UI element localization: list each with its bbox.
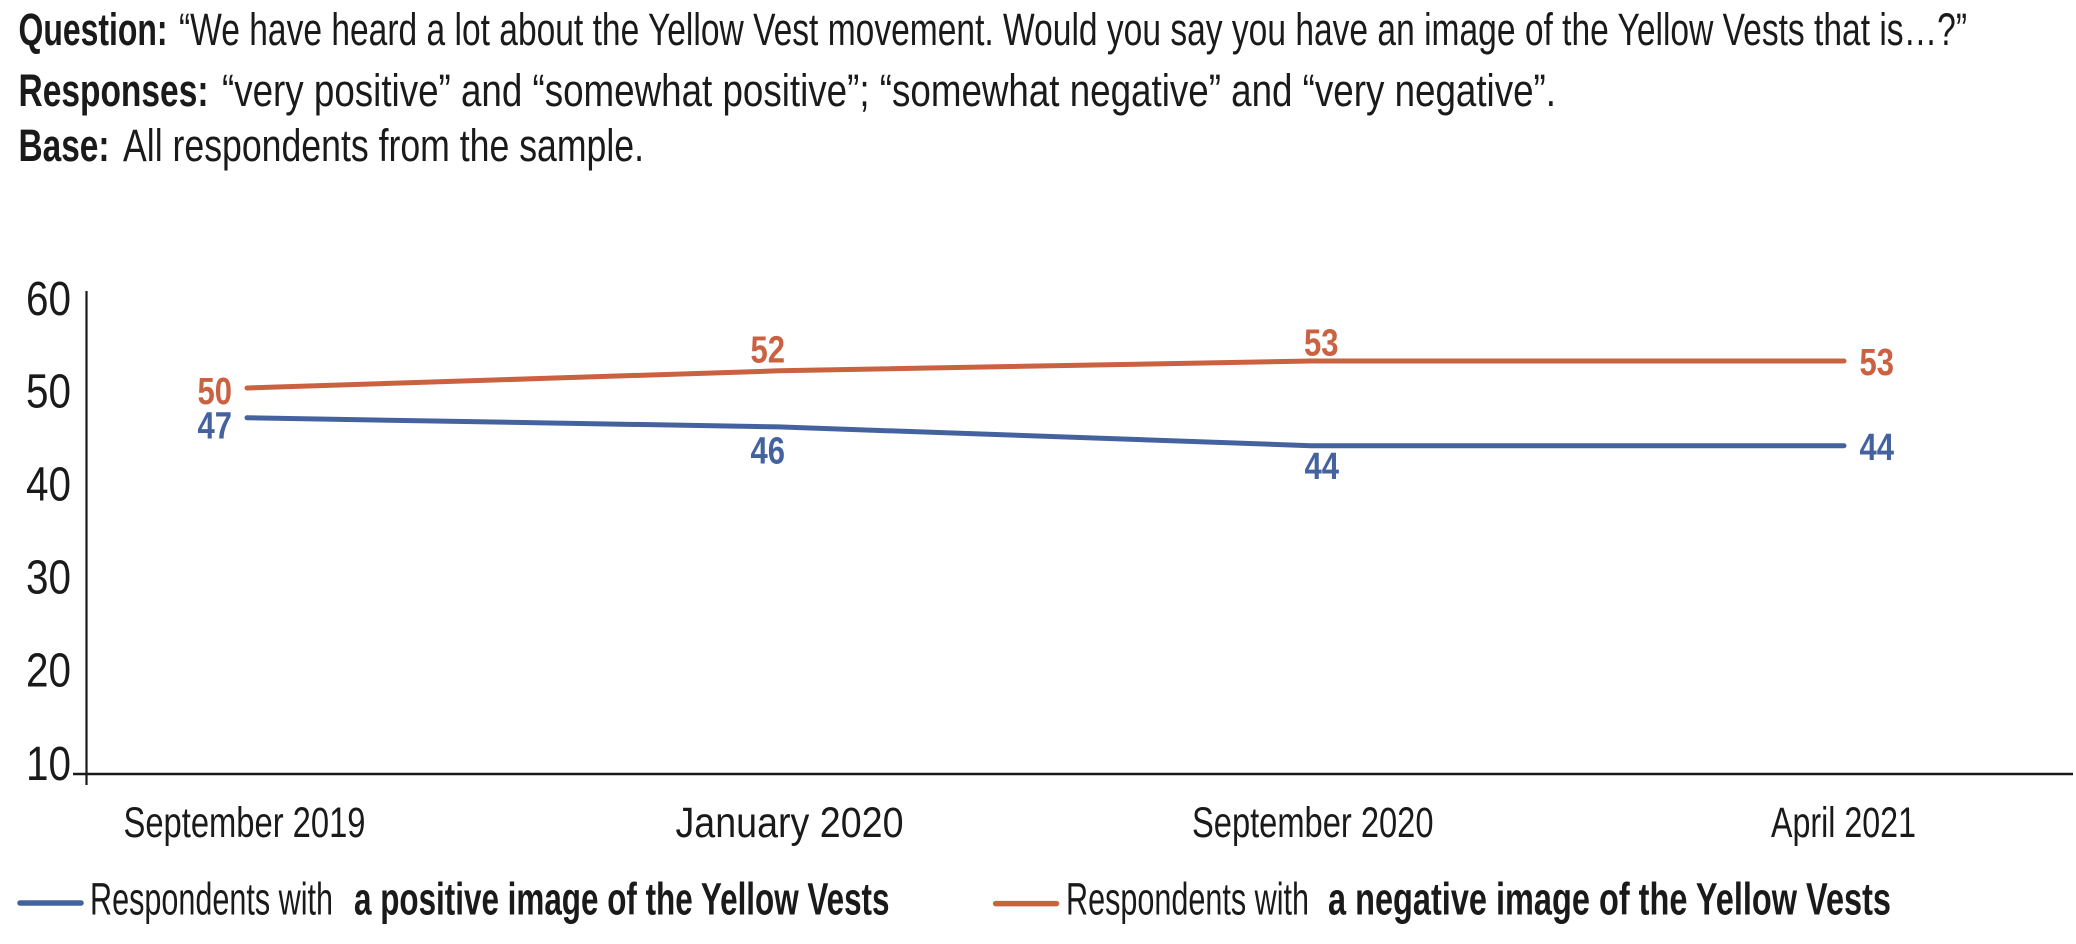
svg-text:“We have heard a lot about the: “We have heard a lot about the Yellow Ve… bbox=[179, 4, 1967, 55]
svg-text:Base:: Base: bbox=[19, 120, 110, 171]
svg-text:10: 10 bbox=[26, 738, 71, 791]
svg-text:Question:: Question: bbox=[19, 4, 168, 55]
svg-text:Respondents with: Respondents with bbox=[1066, 874, 1309, 925]
svg-text:20: 20 bbox=[26, 645, 71, 698]
svg-text:40: 40 bbox=[26, 459, 71, 512]
svg-text:47: 47 bbox=[198, 405, 233, 447]
svg-text:All respondents from the sampl: All respondents from the sample. bbox=[123, 120, 644, 171]
svg-text:44: 44 bbox=[1305, 446, 1340, 488]
svg-text:Respondents with: Respondents with bbox=[90, 874, 333, 925]
svg-text:January 2020: January 2020 bbox=[676, 799, 904, 847]
svg-text:“very positive” and “somewhat: “very positive” and “somewhat positive”;… bbox=[222, 65, 1556, 116]
svg-text:September 2020: September 2020 bbox=[1192, 799, 1434, 847]
svg-text:a negative image of the Yellow: a negative image of the Yellow Vests bbox=[1328, 874, 1891, 925]
svg-text:April 2021: April 2021 bbox=[1771, 799, 1916, 847]
svg-text:52: 52 bbox=[751, 330, 786, 372]
svg-text:53: 53 bbox=[1304, 322, 1339, 364]
svg-text:a positive image of the Yellow: a positive image of the Yellow Vests bbox=[354, 874, 890, 925]
svg-text:September 2019: September 2019 bbox=[124, 799, 366, 847]
svg-text:60: 60 bbox=[26, 273, 71, 326]
svg-text:53: 53 bbox=[1860, 342, 1895, 384]
svg-text:44: 44 bbox=[1860, 427, 1895, 469]
svg-text:50: 50 bbox=[198, 371, 233, 413]
svg-text:50: 50 bbox=[26, 366, 71, 419]
svg-text:46: 46 bbox=[751, 430, 786, 472]
svg-text:30: 30 bbox=[26, 552, 71, 605]
svg-text:Responses:: Responses: bbox=[19, 65, 209, 116]
